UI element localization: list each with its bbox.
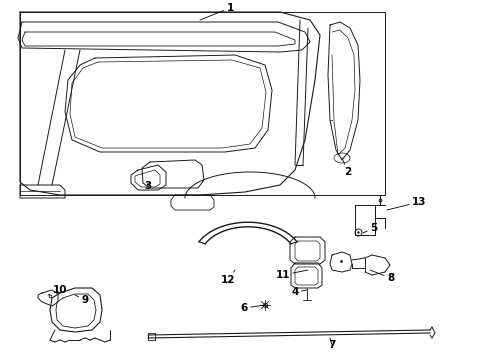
Text: 13: 13 [387,197,426,210]
Text: 2: 2 [342,158,352,177]
Text: 8: 8 [370,270,394,283]
Text: 1: 1 [200,3,234,20]
Text: 4: 4 [292,287,307,297]
Text: 10: 10 [48,285,67,295]
Text: 9: 9 [75,295,89,305]
Text: 7: 7 [328,338,336,350]
Text: 6: 6 [241,303,265,313]
Text: 12: 12 [221,270,235,285]
Text: 11: 11 [276,270,308,280]
Text: 3: 3 [145,181,151,191]
Text: 5: 5 [363,223,377,233]
